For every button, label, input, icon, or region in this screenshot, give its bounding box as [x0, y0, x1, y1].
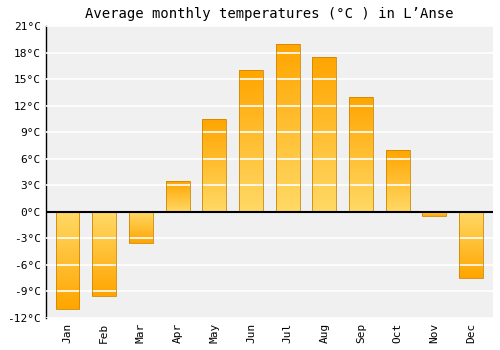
Bar [386, 150, 409, 212]
Bar [349, 97, 373, 212]
Bar [312, 57, 336, 212]
Bar [202, 119, 226, 212]
Bar [92, 212, 116, 296]
Bar [239, 70, 263, 212]
Bar [459, 212, 483, 278]
Bar [56, 212, 80, 309]
Bar [129, 212, 153, 243]
Bar [166, 181, 190, 212]
Bar [422, 212, 446, 216]
Bar [276, 44, 299, 212]
Title: Average monthly temperatures (°C ) in L’Anse: Average monthly temperatures (°C ) in L’… [85, 7, 454, 21]
